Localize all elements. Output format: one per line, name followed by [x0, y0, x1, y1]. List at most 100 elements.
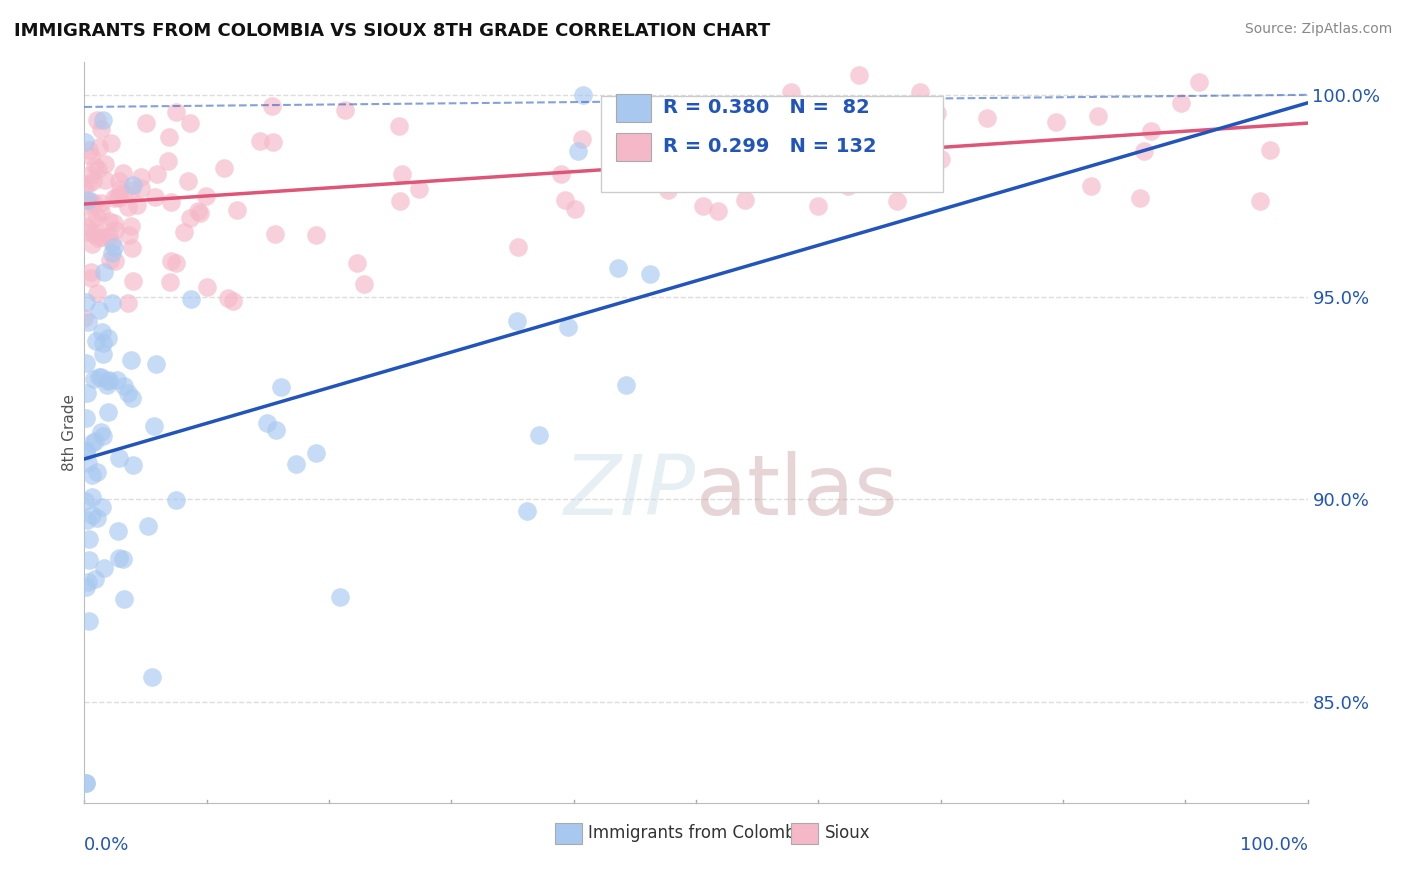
Point	[669, 163, 692, 178]
Point	[82, 490, 104, 504]
Point	[90, 122, 112, 136]
Point	[76, 574, 98, 589]
Point	[550, 167, 572, 181]
Point	[976, 111, 998, 125]
Point	[121, 275, 143, 289]
Point	[83, 372, 105, 386]
Point	[75, 443, 97, 458]
Point	[100, 235, 122, 250]
Point	[249, 134, 271, 148]
Point	[145, 357, 167, 371]
Point	[908, 85, 931, 99]
Point	[759, 175, 782, 189]
Point	[117, 200, 139, 214]
Point	[86, 510, 108, 524]
Point	[117, 296, 139, 310]
Text: atlas: atlas	[696, 451, 897, 533]
Point	[506, 239, 529, 253]
Point	[1045, 115, 1067, 129]
Point	[886, 194, 908, 209]
Point	[80, 270, 103, 285]
Point	[554, 194, 576, 208]
Point	[76, 385, 98, 400]
Point	[87, 161, 110, 176]
Point	[837, 178, 859, 193]
Point	[86, 210, 108, 224]
Point	[75, 443, 97, 458]
Point	[108, 191, 131, 205]
Point	[77, 197, 100, 211]
Point	[305, 227, 328, 242]
Point	[173, 225, 195, 239]
Point	[180, 293, 202, 307]
Point	[84, 159, 107, 173]
Point	[82, 194, 104, 209]
Point	[305, 445, 328, 459]
Point	[93, 561, 115, 575]
Point	[1129, 191, 1152, 205]
Point	[97, 404, 120, 418]
Point	[165, 104, 187, 119]
Text: Source: ZipAtlas.com: Source: ZipAtlas.com	[1244, 22, 1392, 37]
Point	[121, 241, 143, 255]
Point	[76, 225, 98, 239]
FancyBboxPatch shape	[600, 95, 943, 192]
Point	[807, 199, 830, 213]
Point	[82, 174, 104, 188]
Point	[225, 203, 247, 218]
Point	[77, 553, 100, 567]
Point	[91, 347, 114, 361]
Point	[187, 203, 209, 218]
Point	[93, 265, 115, 279]
Text: R = 0.380   N =  82: R = 0.380 N = 82	[664, 98, 870, 117]
FancyBboxPatch shape	[555, 822, 582, 844]
Point	[329, 591, 352, 605]
Point	[75, 775, 97, 789]
Point	[98, 253, 121, 268]
Point	[143, 419, 166, 434]
Point	[73, 310, 96, 325]
Point	[609, 123, 631, 137]
Point	[73, 179, 96, 194]
Point	[921, 149, 943, 163]
Point	[108, 173, 131, 187]
Point	[1133, 144, 1156, 158]
Point	[97, 331, 120, 345]
Point	[91, 113, 114, 128]
Point	[353, 277, 375, 291]
Text: ZIP: ZIP	[564, 451, 696, 533]
Point	[179, 116, 201, 130]
Point	[108, 450, 131, 465]
Point	[76, 513, 98, 527]
Point	[657, 138, 679, 153]
Point	[77, 315, 100, 329]
Point	[80, 265, 103, 279]
FancyBboxPatch shape	[792, 822, 818, 844]
Point	[131, 180, 153, 194]
Point	[884, 163, 907, 178]
Point	[1140, 124, 1163, 138]
Point	[883, 113, 905, 128]
Point	[125, 198, 148, 212]
Point	[707, 204, 730, 219]
Point	[103, 217, 125, 231]
Point	[98, 214, 121, 228]
Point	[263, 227, 285, 241]
Point	[87, 231, 110, 245]
Point	[256, 416, 278, 430]
Point	[80, 236, 103, 251]
Point	[195, 279, 218, 293]
Point	[143, 190, 166, 204]
Point	[121, 458, 143, 473]
Point	[120, 352, 142, 367]
Point	[391, 168, 413, 182]
Point	[105, 374, 128, 388]
Point	[212, 161, 235, 175]
Point	[77, 193, 100, 207]
Point	[408, 182, 430, 196]
Point	[848, 68, 870, 82]
Point	[129, 170, 152, 185]
Point	[104, 253, 127, 268]
Y-axis label: 8th Grade: 8th Grade	[62, 394, 77, 471]
Point	[77, 143, 100, 157]
